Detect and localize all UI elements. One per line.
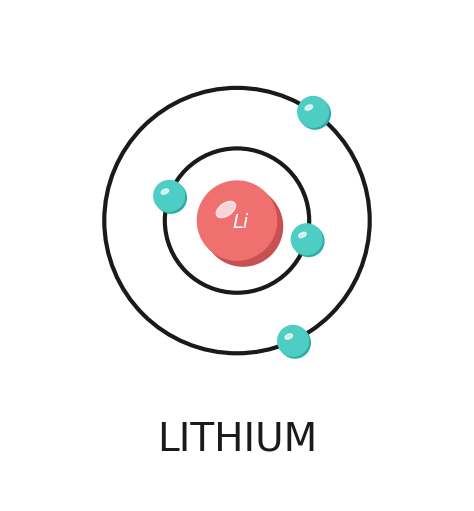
Circle shape bbox=[280, 328, 310, 358]
Text: Li: Li bbox=[232, 213, 248, 232]
Text: LITHIUM: LITHIUM bbox=[157, 421, 317, 458]
Circle shape bbox=[155, 182, 186, 213]
Circle shape bbox=[298, 97, 328, 127]
Ellipse shape bbox=[305, 105, 312, 110]
Circle shape bbox=[292, 224, 322, 254]
Circle shape bbox=[197, 181, 277, 260]
Ellipse shape bbox=[299, 233, 306, 238]
Circle shape bbox=[300, 98, 330, 129]
Circle shape bbox=[203, 187, 283, 266]
Ellipse shape bbox=[161, 189, 169, 194]
Circle shape bbox=[293, 226, 324, 257]
Circle shape bbox=[154, 180, 184, 211]
Circle shape bbox=[278, 326, 309, 356]
Ellipse shape bbox=[285, 334, 292, 339]
Ellipse shape bbox=[216, 201, 236, 218]
